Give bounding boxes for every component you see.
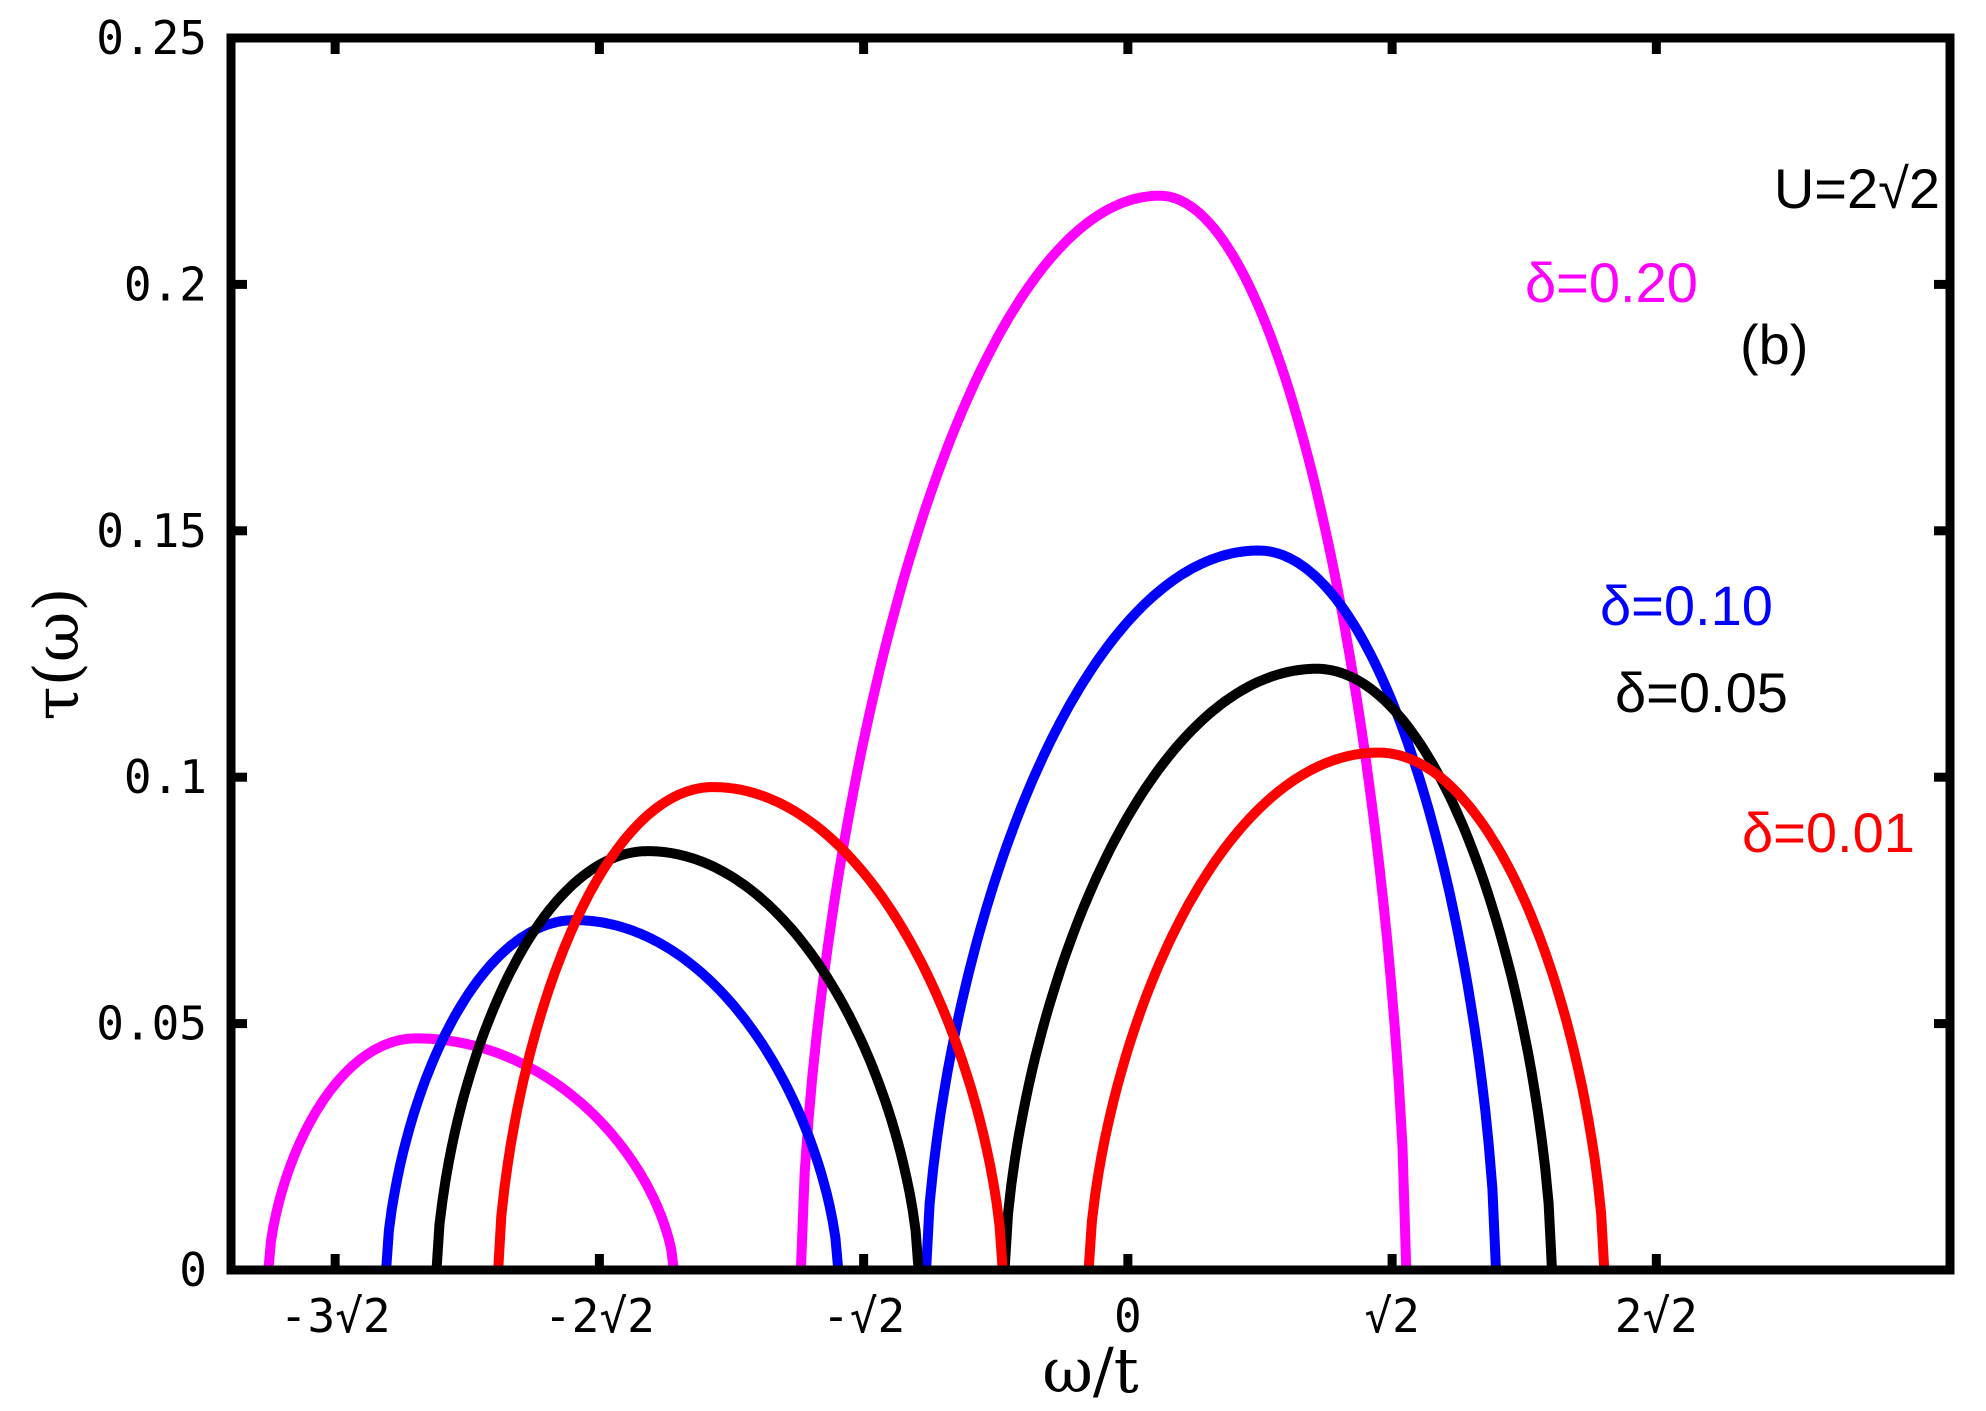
series-0-lobe-1 <box>795 190 1412 1271</box>
y-tick-label-0: 0 <box>179 1243 207 1297</box>
axis-ticks <box>231 33 1950 1275</box>
chart-curves <box>263 190 1610 1271</box>
annotation-d10: δ=0.10 <box>1600 574 1773 637</box>
x-tick-label-5: 2√2 <box>1615 1289 1698 1343</box>
series-2 <box>431 663 1557 1271</box>
series-3-lobe-1 <box>1083 747 1610 1271</box>
y-tick-label-3: 0.15 <box>96 504 207 558</box>
series-2-lobe-1 <box>999 663 1557 1271</box>
x-tick-label-2: -√2 <box>822 1289 905 1343</box>
series-3 <box>493 747 1610 1271</box>
annotation-d20: δ=0.20 <box>1525 251 1698 314</box>
tick-labels: -3√2 -2√2 -√2 0 √2 2√2 0 0.05 0.1 0.15 0.2 0.25 <box>96 11 1698 1343</box>
y-tick-label-4: 0.2 <box>124 257 207 311</box>
series-0 <box>263 190 1412 1271</box>
annotation-u: U=2√2 <box>1774 157 1940 220</box>
x-tick-label-0: -3√2 <box>280 1289 391 1343</box>
x-tick-label-4: √2 <box>1364 1289 1419 1343</box>
series-2-lobe-0 <box>431 846 924 1271</box>
y-axis-label: τ(ω) <box>20 587 93 720</box>
x-axis-label: ω/t <box>1042 1334 1138 1407</box>
annotation-d01: δ=0.01 <box>1742 801 1915 864</box>
series-0-lobe-0 <box>263 1033 679 1271</box>
series-3-lobe-0 <box>493 782 1008 1271</box>
series-1-lobe-0 <box>381 915 844 1271</box>
plot-frame <box>226 33 1955 1275</box>
annotations: U=2√2 δ=0.20 (b) δ=0.10 δ=0.05 δ=0.01 <box>1525 157 1940 864</box>
y-tick-label-1: 0.05 <box>96 997 207 1051</box>
annotation-d05: δ=0.05 <box>1615 661 1788 724</box>
y-tick-label-5: 0.25 <box>96 11 207 65</box>
x-tick-label-1: -2√2 <box>544 1289 655 1343</box>
annotation-b: (b) <box>1740 313 1808 376</box>
x-tick-label-3: 0 <box>1114 1289 1142 1343</box>
y-tick-label-2: 0.1 <box>124 750 207 804</box>
